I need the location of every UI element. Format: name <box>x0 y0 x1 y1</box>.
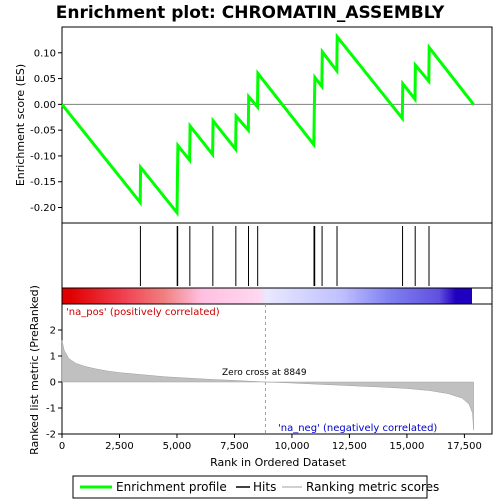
metric-tick-label: -2 <box>46 430 56 441</box>
metric-axis-ticks: -2 -1 0 1 2 <box>46 326 62 441</box>
legend: Enrichment profile Hits Ranking metric s… <box>72 475 439 499</box>
metric-tick-label: 1 <box>50 352 56 363</box>
x-tick-label: 2,500 <box>105 441 134 452</box>
legend-es-label: Enrichment profile <box>116 480 227 494</box>
neg-label: 'na_neg' (negatively correlated) <box>278 423 437 434</box>
es-tick-label: 0.00 <box>34 100 56 111</box>
es-tick-label: -0.10 <box>30 151 56 162</box>
enrichment-profile-line <box>60 32 475 217</box>
x-tick-label: 17,500 <box>447 441 482 452</box>
es-axis-ticks: -0.20 -0.15 -0.10 -0.05 0.00 0.05 0.10 <box>30 48 62 214</box>
x-tick-label: 12,500 <box>332 441 367 452</box>
x-tick-label: 5,000 <box>163 441 192 452</box>
hits-marks <box>139 226 430 286</box>
es-tick-label: 0.05 <box>34 74 56 85</box>
x-tick-label: 0 <box>59 441 65 452</box>
legend-metric-label: Ranking metric scores <box>306 480 439 494</box>
hits-panel-frame <box>61 222 493 289</box>
metric-axis-title: Ranked list metric (PreRanked) <box>28 285 41 455</box>
x-tick-label: 7,500 <box>220 441 249 452</box>
legend-hits-label: Hits <box>253 480 276 494</box>
x-axis-title: Rank in Ordered Dataset <box>210 456 347 469</box>
x-tick-label: 15,000 <box>389 441 424 452</box>
es-tick-label: -0.05 <box>30 126 56 137</box>
pos-label: 'na_pos' (positively correlated) <box>66 307 220 318</box>
es-tick-label: 0.10 <box>34 48 56 59</box>
chart-title: Enrichment plot: CHROMATIN_ASSEMBLY <box>56 3 445 23</box>
metric-panel-frame <box>61 303 493 435</box>
es-tick-label: -0.20 <box>30 203 56 214</box>
zero-cross-label: Zero cross at 8849 <box>222 368 307 378</box>
x-tick-label: 10,000 <box>274 441 309 452</box>
es-tick-label: -0.15 <box>30 177 56 188</box>
es-panel-frame <box>61 26 493 224</box>
metric-tick-label: 0 <box>50 378 56 389</box>
metric-tick-label: -1 <box>46 404 56 415</box>
x-axis-ticks: 0 2,500 5,000 7,500 10,000 12,500 15,000 17,500 <box>59 434 482 452</box>
metric-tick-label: 2 <box>50 326 56 337</box>
es-axis-title: Enrichment score (ES) <box>14 64 27 186</box>
ranking-color-band <box>62 288 472 304</box>
